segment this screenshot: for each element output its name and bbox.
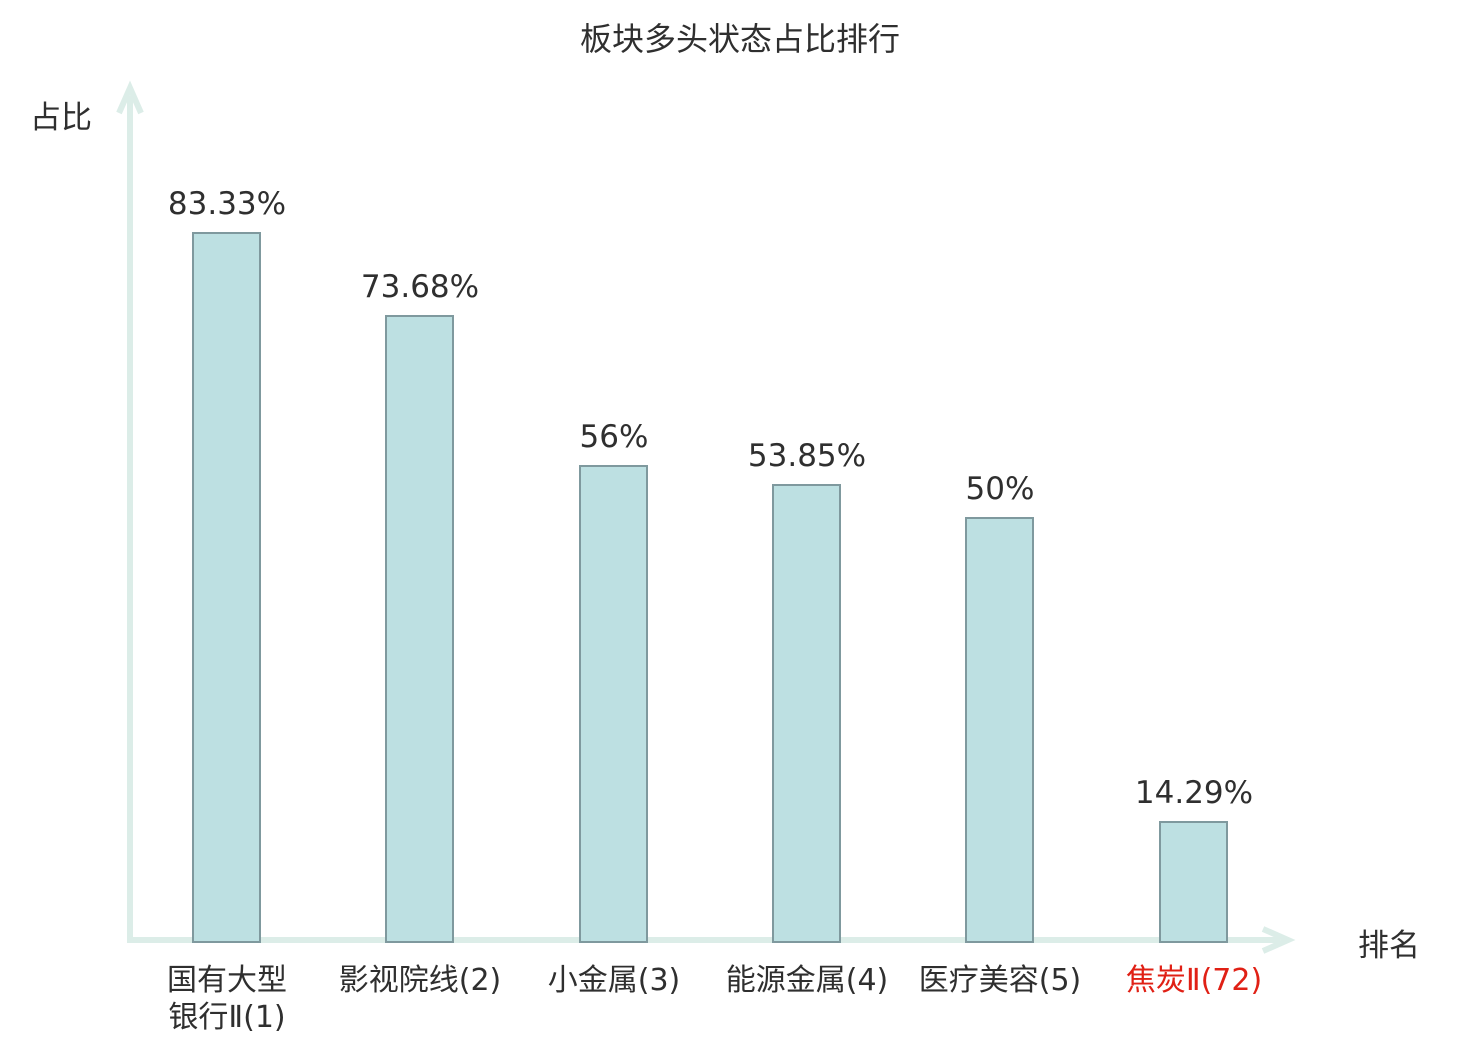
bar [579, 465, 648, 943]
bar [1159, 821, 1228, 943]
bar [772, 484, 841, 943]
bar-value-label: 83.33% [167, 186, 287, 222]
bar [192, 232, 261, 943]
bar [385, 315, 454, 943]
bar-value-label: 53.85% [747, 438, 867, 474]
y-axis-label: 占比 [30, 100, 92, 136]
bar-category-label: 焦炭Ⅱ(72) [1125, 963, 1263, 998]
bar-category-label: 能源金属(4) [725, 963, 889, 998]
bar-value-label: 56% [579, 419, 649, 455]
x-axis-label: 排名 [1358, 928, 1420, 964]
x-axis-arrow-icon [1261, 926, 1296, 954]
y-axis-arrow-icon [116, 80, 144, 115]
bar-category-label: 小金属(3) [547, 963, 681, 998]
bar-value-label: 73.68% [360, 269, 480, 305]
bar-value-label: 50% [965, 471, 1035, 507]
chart-title: 板块多头状态占比排行 [579, 20, 900, 58]
bar-value-label: 14.29% [1134, 775, 1254, 811]
bar-category-label: 国有大型 银行Ⅱ(1) [167, 963, 287, 1035]
bar-category-label: 影视院线(2) [338, 963, 502, 998]
bar [965, 517, 1034, 943]
bar-category-label: 医疗美容(5) [918, 963, 1082, 998]
